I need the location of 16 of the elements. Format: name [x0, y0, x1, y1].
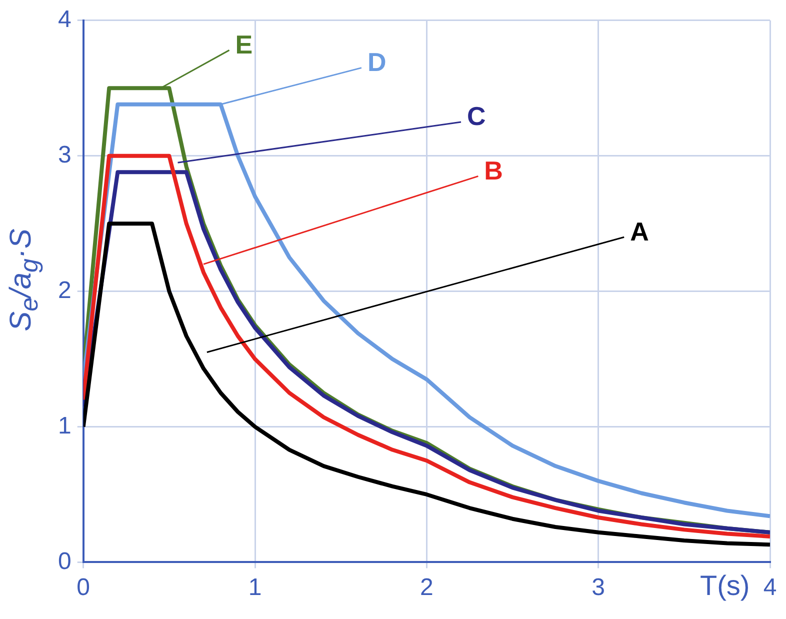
x-axis-title: T(s) — [700, 570, 750, 602]
x-tick-label: 3 — [592, 574, 606, 602]
text: D — [367, 46, 386, 77]
x-tick-label: 1 — [248, 574, 262, 602]
text: E — [235, 29, 253, 60]
y-tick-label: 2 — [58, 276, 72, 304]
y-tick-label: 1 — [58, 412, 72, 440]
text: A — [630, 216, 650, 246]
y-tick-label: 4 — [58, 6, 72, 34]
y-tick-label: 3 — [58, 141, 72, 168]
text: C — [467, 101, 486, 132]
x-tick-label: 4 — [763, 574, 777, 602]
y-tick-label: 0 — [58, 548, 72, 575]
x-tick-label: 2 — [420, 574, 434, 602]
x-tick-label: 0 — [76, 574, 90, 602]
text: B — [484, 155, 503, 186]
